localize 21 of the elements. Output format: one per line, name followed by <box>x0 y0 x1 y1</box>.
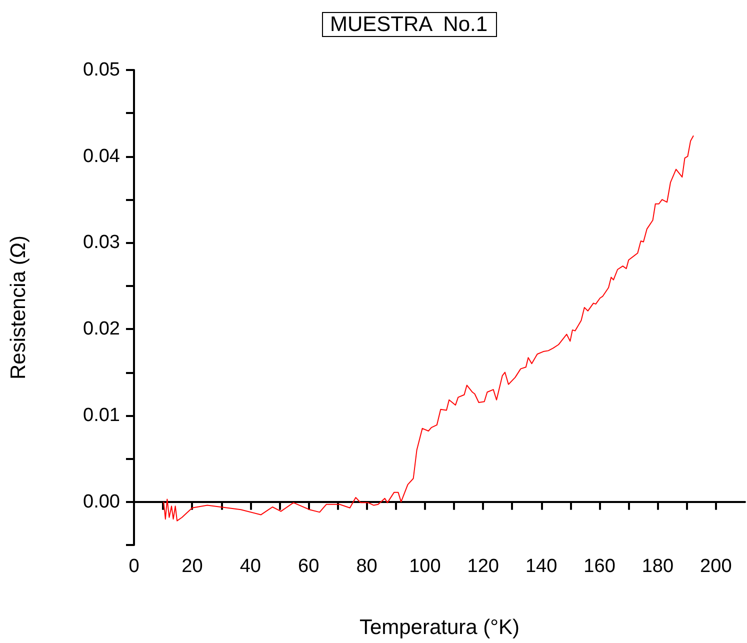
line-series <box>163 135 694 522</box>
y-tick-label: 0.03 <box>83 232 120 254</box>
x-tick-label: 40 <box>240 556 261 577</box>
y-tick-label: 0.04 <box>83 146 120 167</box>
x-tick-label: 80 <box>356 556 378 577</box>
y-tick-label: 0.00 <box>83 491 120 512</box>
y-tick-label: 0.01 <box>83 404 120 426</box>
y-tick-label: 0.02 <box>83 318 120 340</box>
x-tick-label: 180 <box>642 556 674 577</box>
x-tick-label: 60 <box>298 556 320 577</box>
x-tick-label: 120 <box>467 556 499 577</box>
x-tick-label: 160 <box>584 556 616 577</box>
x-tick-label: 140 <box>525 556 558 577</box>
chart-title: MUESTRA No.1 <box>330 13 488 36</box>
x-tick-label: 20 <box>182 556 203 577</box>
y-axis-title: Resistencia (Ω) <box>7 235 30 380</box>
x-axis-title: Temperatura (°K) <box>359 616 520 639</box>
x-tick-label: 200 <box>700 556 732 577</box>
y-tick-label: 0.05 <box>83 60 120 80</box>
x-tick-label: 0 <box>128 556 140 577</box>
x-tick-label: 100 <box>409 556 441 577</box>
